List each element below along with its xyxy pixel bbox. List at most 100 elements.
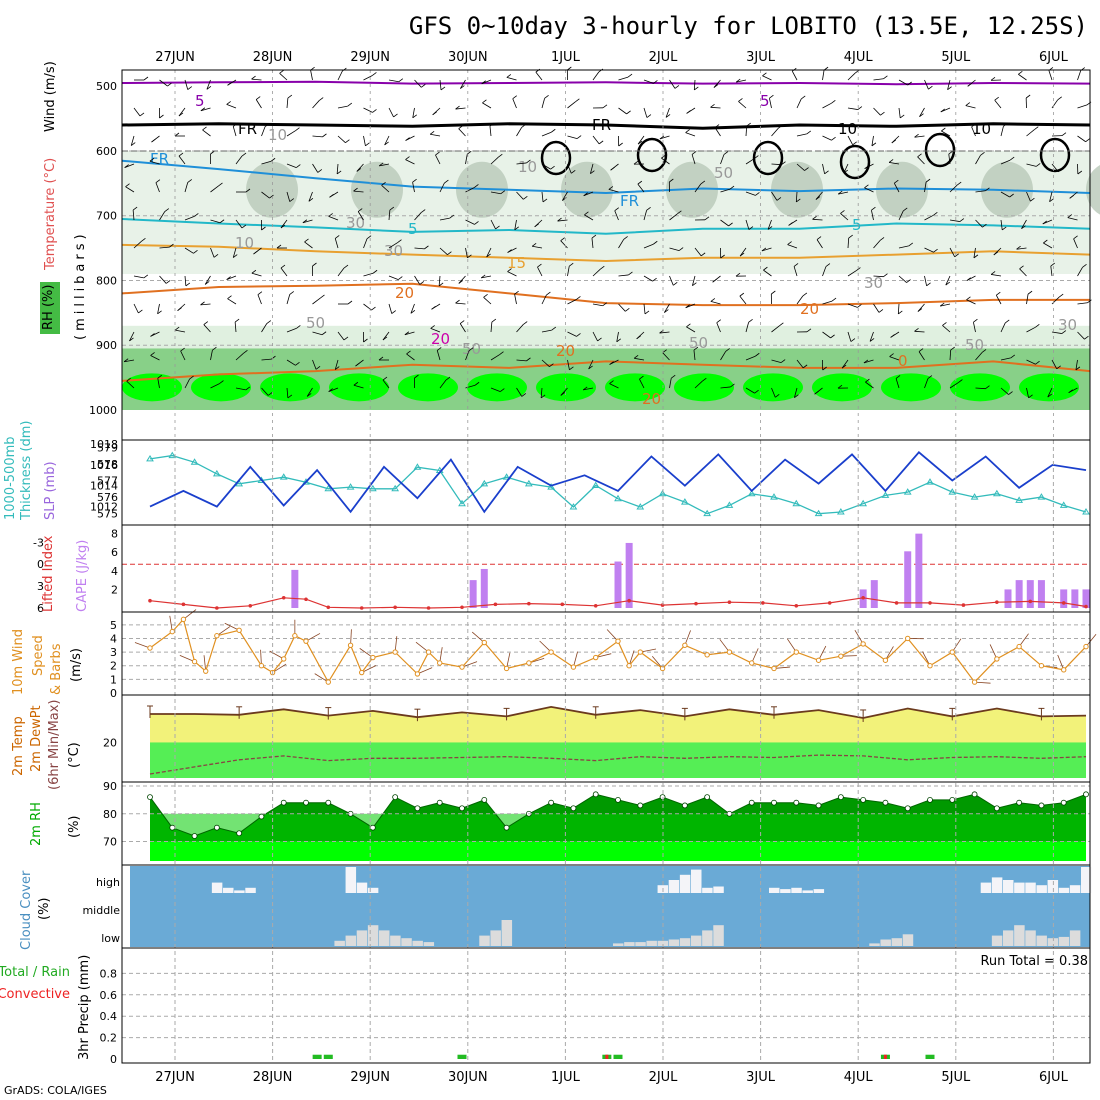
li-point [894,601,899,605]
precip-unit-label: 3hr Precip (mm) [77,955,92,1060]
wind-barb [643,243,654,249]
wind-speed-point [437,660,443,666]
cloud-bar-high [980,882,992,893]
wind-barb-flag [633,354,639,359]
thickness-point [1082,508,1090,515]
thickness-point [992,489,1001,497]
wind-barb-flag [213,254,219,258]
contour-label: 0 [898,352,908,370]
wind10-label: & Barbs [49,643,64,695]
wind-barb-flag [852,141,857,146]
wind-barb-flag [512,95,517,100]
wind-barb-flag [889,353,894,357]
rh2m-point [169,824,176,831]
wind-barb [1043,242,1053,249]
thickness-point [591,481,600,488]
cloud-label: Cloud Cover [19,870,34,950]
wind-barb-flag [499,351,504,356]
wind-barb-flag [336,170,342,175]
wind-barb [255,99,262,109]
dewpt-line [149,754,1087,775]
cloud-bar-high [679,874,691,893]
rh2m-point [1083,791,1089,798]
wind-barb [796,133,807,137]
wind-barb-flag [591,234,597,239]
wind-barb [184,378,190,389]
thickness-point [190,458,199,465]
contour-label: 5 [852,216,862,234]
thickness-point [212,469,221,477]
wind-barb-flag [267,392,273,396]
wind-barb-flag [245,188,251,193]
wind-barb-flag [384,141,389,146]
wind-speed-point [370,654,376,661]
wind-barb-flag [398,276,403,280]
wind-barb [873,78,884,81]
wind-barb-flag [990,77,996,81]
wind-barb [1077,331,1085,340]
wind-barb [873,107,881,116]
wind-barb [206,79,211,90]
wind-barb-flag [965,102,971,106]
cloud-tick: middle [82,904,120,917]
wind-barb-flag [925,178,931,183]
wind-barb [310,70,313,81]
wind-barb-flag [761,247,767,252]
wind-barb [639,378,645,389]
wind-barb [465,247,468,258]
wind-barb-flag [1067,214,1073,218]
precip-bar [457,1054,467,1059]
contour-label: FR [238,120,257,138]
cloud-bar-high [791,887,802,893]
wind-barb-flag [639,375,644,380]
wind-barb-flag [917,153,922,158]
rh2m-point [258,813,265,820]
wind-barb [465,187,475,193]
wind-barb [1000,219,1003,230]
wind-barb [720,386,731,389]
wind-barb-flag [212,346,217,351]
wind-barb-flag [226,101,231,105]
wind-barb [126,380,135,389]
wind-barb [693,79,696,91]
wind-barb [841,359,849,369]
thickness-point [368,484,377,492]
wind-barb [261,160,272,165]
wind-barb-flag [437,347,442,351]
wind-barb-flag [187,179,192,183]
wind-barb-flag [149,157,155,162]
rh-blob-mid [876,161,928,218]
wind-barb [973,322,976,333]
wind-barb-flag [804,167,809,171]
wind-barb [592,135,600,145]
cloud-bar-low [657,940,669,946]
wind-barb [710,301,721,305]
wind-barb [514,294,517,305]
cloud-bar-low [646,940,657,946]
wind-barb [694,380,703,389]
wind-barb [924,79,929,90]
wind-barb [412,182,415,193]
wind-barb [257,294,262,305]
wind-barb-flag [815,196,821,200]
wind-barb-flag [474,184,479,188]
wind-barb [541,329,552,333]
thickness-tick: 575 [97,508,118,521]
wind-barb-flag [776,197,782,201]
wind-barb [739,295,747,305]
thickness-point [569,503,578,510]
wind-barb [949,247,956,258]
wind-barb [286,163,297,168]
wind-barb-flag [973,318,978,323]
wind-barb [745,191,756,196]
cloud-bar-high [356,882,368,893]
rh2m-point [414,805,421,812]
li-point [181,602,186,607]
rh2m-tick: 90 [103,780,117,793]
wind-barb-flag [568,262,574,267]
wind-barb [203,324,211,333]
wind-barb-flag [295,127,300,132]
rh-blob [260,373,320,402]
rh2m-point [904,805,911,812]
wind-speed-line [149,618,1087,684]
